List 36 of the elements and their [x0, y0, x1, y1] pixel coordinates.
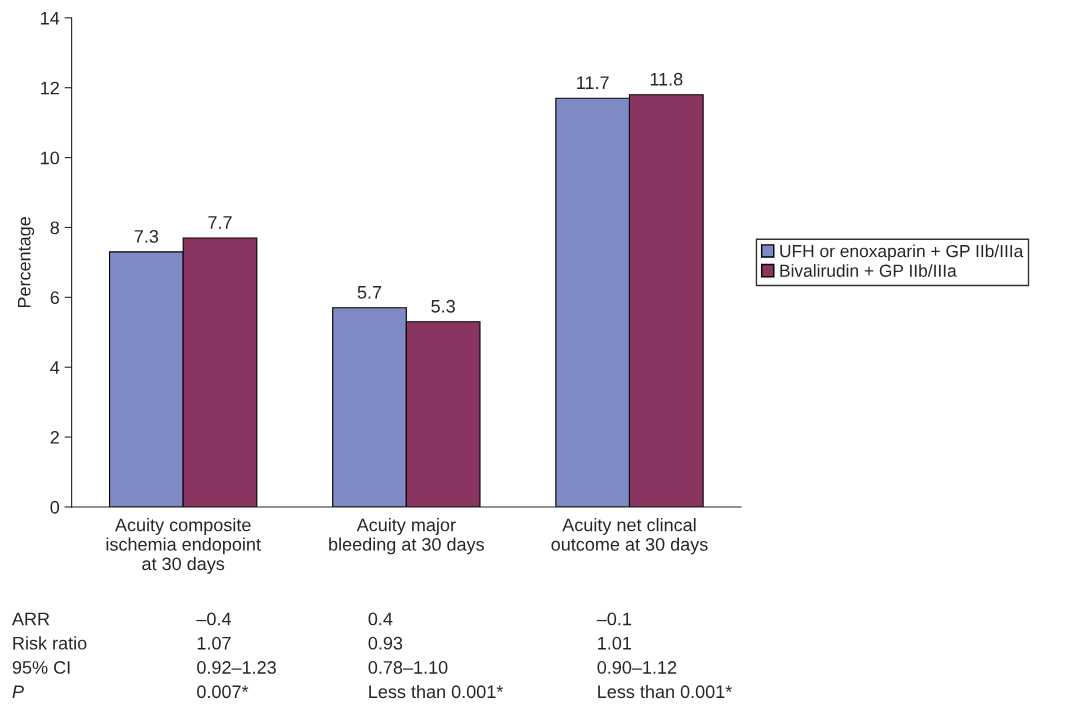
x-tick-label: Acuity composite ischemia endopoint at 30 days: [106, 518, 261, 574]
x-tick-label: Acuity net clincal outcome at 30 days: [551, 518, 708, 555]
text: 1.01: [598, 636, 632, 650]
y-tick-label: 6: [50, 291, 60, 305]
data-label: 5.7: [357, 286, 382, 299]
text: –0.4: [196, 612, 231, 626]
y-tick-label: 14: [41, 11, 60, 25]
text: ARR: [11, 612, 50, 626]
text: Less than 0.001*: [369, 684, 504, 699]
data-label: 11.7: [577, 76, 609, 89]
text: –0.1: [596, 612, 632, 626]
y-tick-label: 2: [50, 431, 59, 444]
text: 0.93: [368, 636, 403, 650]
text: Less than 0.001*: [598, 684, 732, 699]
y-tick-label: 0: [50, 500, 60, 514]
text: Risk ratio: [13, 636, 87, 650]
data-label: 5.3: [431, 299, 455, 313]
text: 0.4: [368, 612, 393, 626]
data-label: 7.3: [134, 230, 159, 243]
text: 0.78–1.10: [368, 661, 448, 674]
legend-label: Bivalirudin + GP IIb/IIIa: [780, 264, 957, 277]
data-label: 7.7: [208, 216, 232, 229]
text: 95% CI: [12, 661, 70, 674]
y-tick-label: 10: [41, 151, 60, 165]
text: 0.90–1.12: [597, 661, 677, 674]
y-tick-label: 4: [50, 361, 60, 374]
y-axis-title: Percentage: [18, 217, 35, 308]
y-tick-label: 8: [50, 221, 60, 235]
y-tick-label: 12: [41, 81, 59, 95]
text: 0.007*: [197, 685, 249, 699]
x-tick-label: Acuity major bleeding at 30 days: [329, 518, 484, 555]
legend-label: UFH or enoxaparin + GP IIb/IIIa: [780, 244, 1024, 261]
text: 0.92–1.23: [197, 661, 276, 674]
text: 1.07: [197, 636, 231, 650]
data-label: 11.8: [650, 72, 683, 86]
text: P: [12, 685, 24, 698]
